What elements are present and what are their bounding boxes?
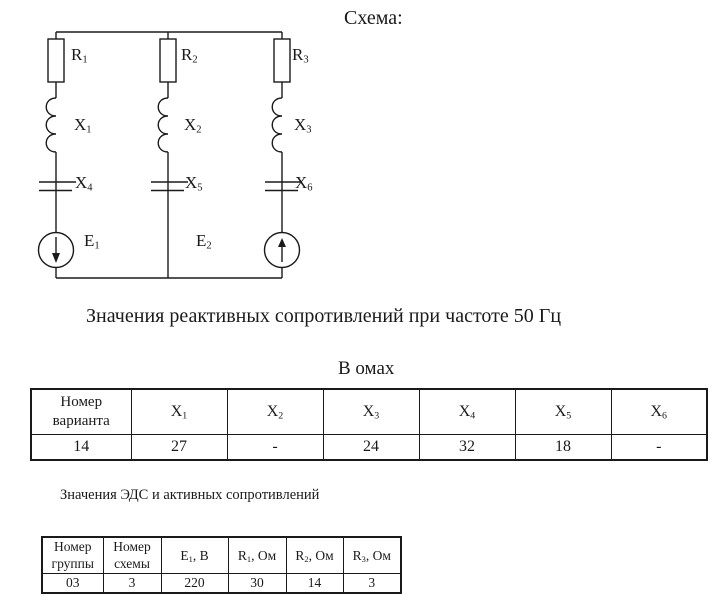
header-x2: X2	[226, 388, 324, 435]
header-scheme-line1: Номер	[113, 539, 151, 555]
value-x5: 18	[514, 434, 612, 461]
emf-label-e1: E1	[84, 231, 100, 252]
header-x5: X5	[514, 388, 612, 435]
branch-1	[37, 32, 76, 278]
value-r3: 3	[342, 573, 402, 594]
units-caption: В омах	[338, 358, 395, 379]
resistor-label-r2: R2	[181, 45, 198, 66]
header-x4: X4	[418, 388, 516, 435]
resistor-r1	[47, 38, 65, 83]
capacitor-x6	[265, 181, 302, 192]
reactance-value-row: 14 27 - 24 32 18 -	[30, 434, 708, 461]
header-r3: R3, Ом	[342, 536, 402, 574]
capacitor-label-x4: X4	[75, 173, 93, 194]
value-x3: 24	[322, 434, 420, 461]
value-scheme: 3	[102, 573, 162, 594]
emf-label-e2: E2	[196, 231, 212, 252]
header-group-line1: Номер	[53, 539, 92, 555]
circuit-diagram: R1 R2 R3 X1 X2 X3 X4 X5 X6 E1 E2	[0, 0, 360, 300]
reactance-header-row: Номер варианта X1 X2 X3 X4 X5 X6	[30, 388, 708, 435]
inductor-x3	[271, 97, 283, 153]
emf-e1-arrowhead-down	[52, 253, 60, 263]
reactance-table: Номер варианта X1 X2 X3 X4 X5 X6 14 27 -…	[30, 388, 708, 461]
header-scheme: Номер схемы	[102, 536, 162, 574]
header-r2: R2, Ом	[285, 536, 344, 574]
emf-value-row: 03 3 220 30 14 3	[41, 573, 402, 594]
resistor-label-r1: R1	[71, 45, 88, 66]
header-x1: X1	[130, 388, 228, 435]
header-x6: X6	[610, 388, 708, 435]
header-variant: Номер варианта	[30, 388, 132, 435]
resistor-label-r3: R3	[292, 45, 309, 66]
inductor-x1	[45, 97, 57, 153]
emf-header-row: Номер группы Номер схемы E1, В R1, Ом R2…	[41, 536, 402, 574]
resistor-r3	[273, 38, 291, 83]
header-group-line2: группы	[51, 555, 94, 571]
header-variant-line1: Номер	[60, 394, 103, 411]
branch-2	[151, 32, 188, 278]
value-x1: 27	[130, 434, 228, 461]
header-r1: R1, Ом	[227, 536, 287, 574]
value-x6: -	[610, 434, 708, 461]
value-e1: 220	[160, 573, 229, 594]
header-group: Номер группы	[41, 536, 104, 574]
capacitor-label-x6: X6	[295, 173, 313, 194]
schema-title: Схема:	[344, 7, 403, 30]
inductor-x2	[157, 97, 169, 153]
capacitor-x5	[151, 181, 188, 192]
capacitor-label-x5: X5	[185, 173, 203, 194]
inductor-label-x3: X3	[294, 115, 312, 136]
value-r2: 14	[285, 573, 344, 594]
emf-e2-arrowhead-up	[278, 238, 286, 247]
reactance-heading: Значения реактивных сопротивлений при ча…	[86, 305, 562, 327]
value-variant: 14	[30, 434, 132, 461]
value-r1: 30	[227, 573, 287, 594]
schema-title-text: Схема:	[344, 7, 403, 29]
header-x3: X3	[322, 388, 420, 435]
circuit-svg	[37, 31, 302, 279]
inductor-label-x1: X1	[74, 115, 92, 136]
resistor-r2	[159, 38, 177, 83]
inductor-label-x2: X2	[184, 115, 202, 136]
value-x4: 32	[418, 434, 516, 461]
header-scheme-line2: схемы	[114, 555, 150, 571]
header-e1: E1, В	[160, 536, 229, 574]
branch-3	[263, 32, 302, 278]
header-variant-line2: варианта	[52, 413, 110, 429]
emf-table: Номер группы Номер схемы E1, В R1, Ом R2…	[41, 536, 402, 594]
capacitor-x4	[39, 181, 76, 192]
emf-heading: Значения ЭДС и активных сопротивлений	[60, 487, 320, 503]
value-group: 03	[41, 573, 104, 594]
value-x2: -	[226, 434, 324, 461]
